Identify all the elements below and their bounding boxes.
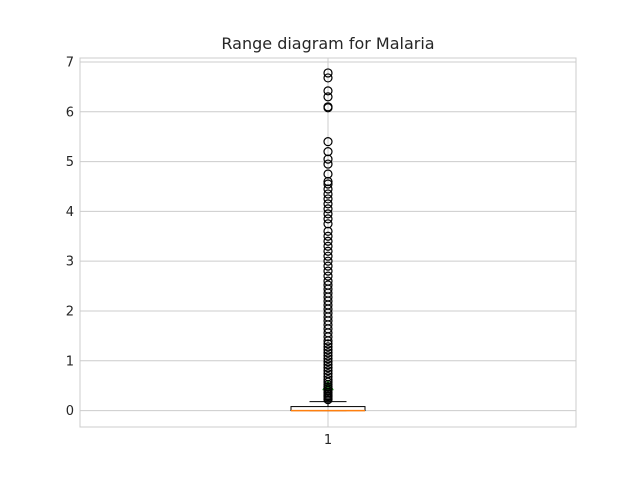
outlier-point <box>323 179 333 189</box>
outlier-point <box>323 256 333 266</box>
outlier-point <box>323 246 333 256</box>
outlier-point <box>323 351 333 361</box>
outlier-point <box>323 194 333 204</box>
outlier-point <box>323 231 333 241</box>
outlier-point <box>323 348 333 358</box>
outlier-point <box>323 137 333 147</box>
outlier-point <box>323 363 333 373</box>
outlier-point <box>323 369 333 379</box>
outlier-point <box>323 345 333 355</box>
outlier-point <box>323 169 333 179</box>
y-tick-label: 3 <box>66 255 74 270</box>
y-tick-label: 6 <box>66 105 74 120</box>
outlier-point <box>323 159 333 169</box>
outlier-point <box>323 251 333 261</box>
x-tick-label: 1 <box>324 433 332 448</box>
outlier-point <box>323 366 333 376</box>
y-tick-label: 0 <box>66 404 74 419</box>
outlier-point <box>323 339 333 349</box>
outlier-point <box>323 204 333 214</box>
outlier-point <box>323 271 333 281</box>
outlier-point <box>323 280 333 290</box>
outlier-point <box>323 73 333 83</box>
outlier-point <box>323 354 333 364</box>
y-tick-label: 7 <box>66 55 74 70</box>
outlier-point <box>323 342 333 352</box>
outlier-point <box>323 357 333 367</box>
outlier-point <box>323 372 333 382</box>
outlier-point <box>323 209 333 219</box>
axis-ticks: 0 1 2 3 4 5 6 7 1 <box>66 55 332 448</box>
outlier-point <box>323 92 333 102</box>
outlier-point <box>323 266 333 276</box>
outlier-point <box>323 261 333 271</box>
outlier-point <box>323 360 333 370</box>
outlier-point <box>323 241 333 251</box>
outlier-point <box>323 236 333 246</box>
outlier-point <box>323 219 333 229</box>
outlier-point <box>323 276 333 286</box>
y-tick-label: 2 <box>66 304 74 319</box>
y-tick-label: 1 <box>66 354 74 369</box>
outlier-point <box>323 102 333 112</box>
outlier-point <box>323 375 333 385</box>
y-tick-label: 5 <box>66 155 74 170</box>
y-tick-label: 4 <box>66 205 74 220</box>
outlier-points <box>323 68 333 405</box>
plot-area-frame <box>79 57 577 428</box>
outlier-point <box>323 68 333 78</box>
outlier-point <box>323 189 333 199</box>
outlier-point <box>323 147 333 157</box>
outlier-point <box>323 199 333 209</box>
chart-title: Range diagram for Malaria <box>221 34 434 53</box>
outlier-point <box>323 86 333 96</box>
outlier-point <box>323 214 333 224</box>
